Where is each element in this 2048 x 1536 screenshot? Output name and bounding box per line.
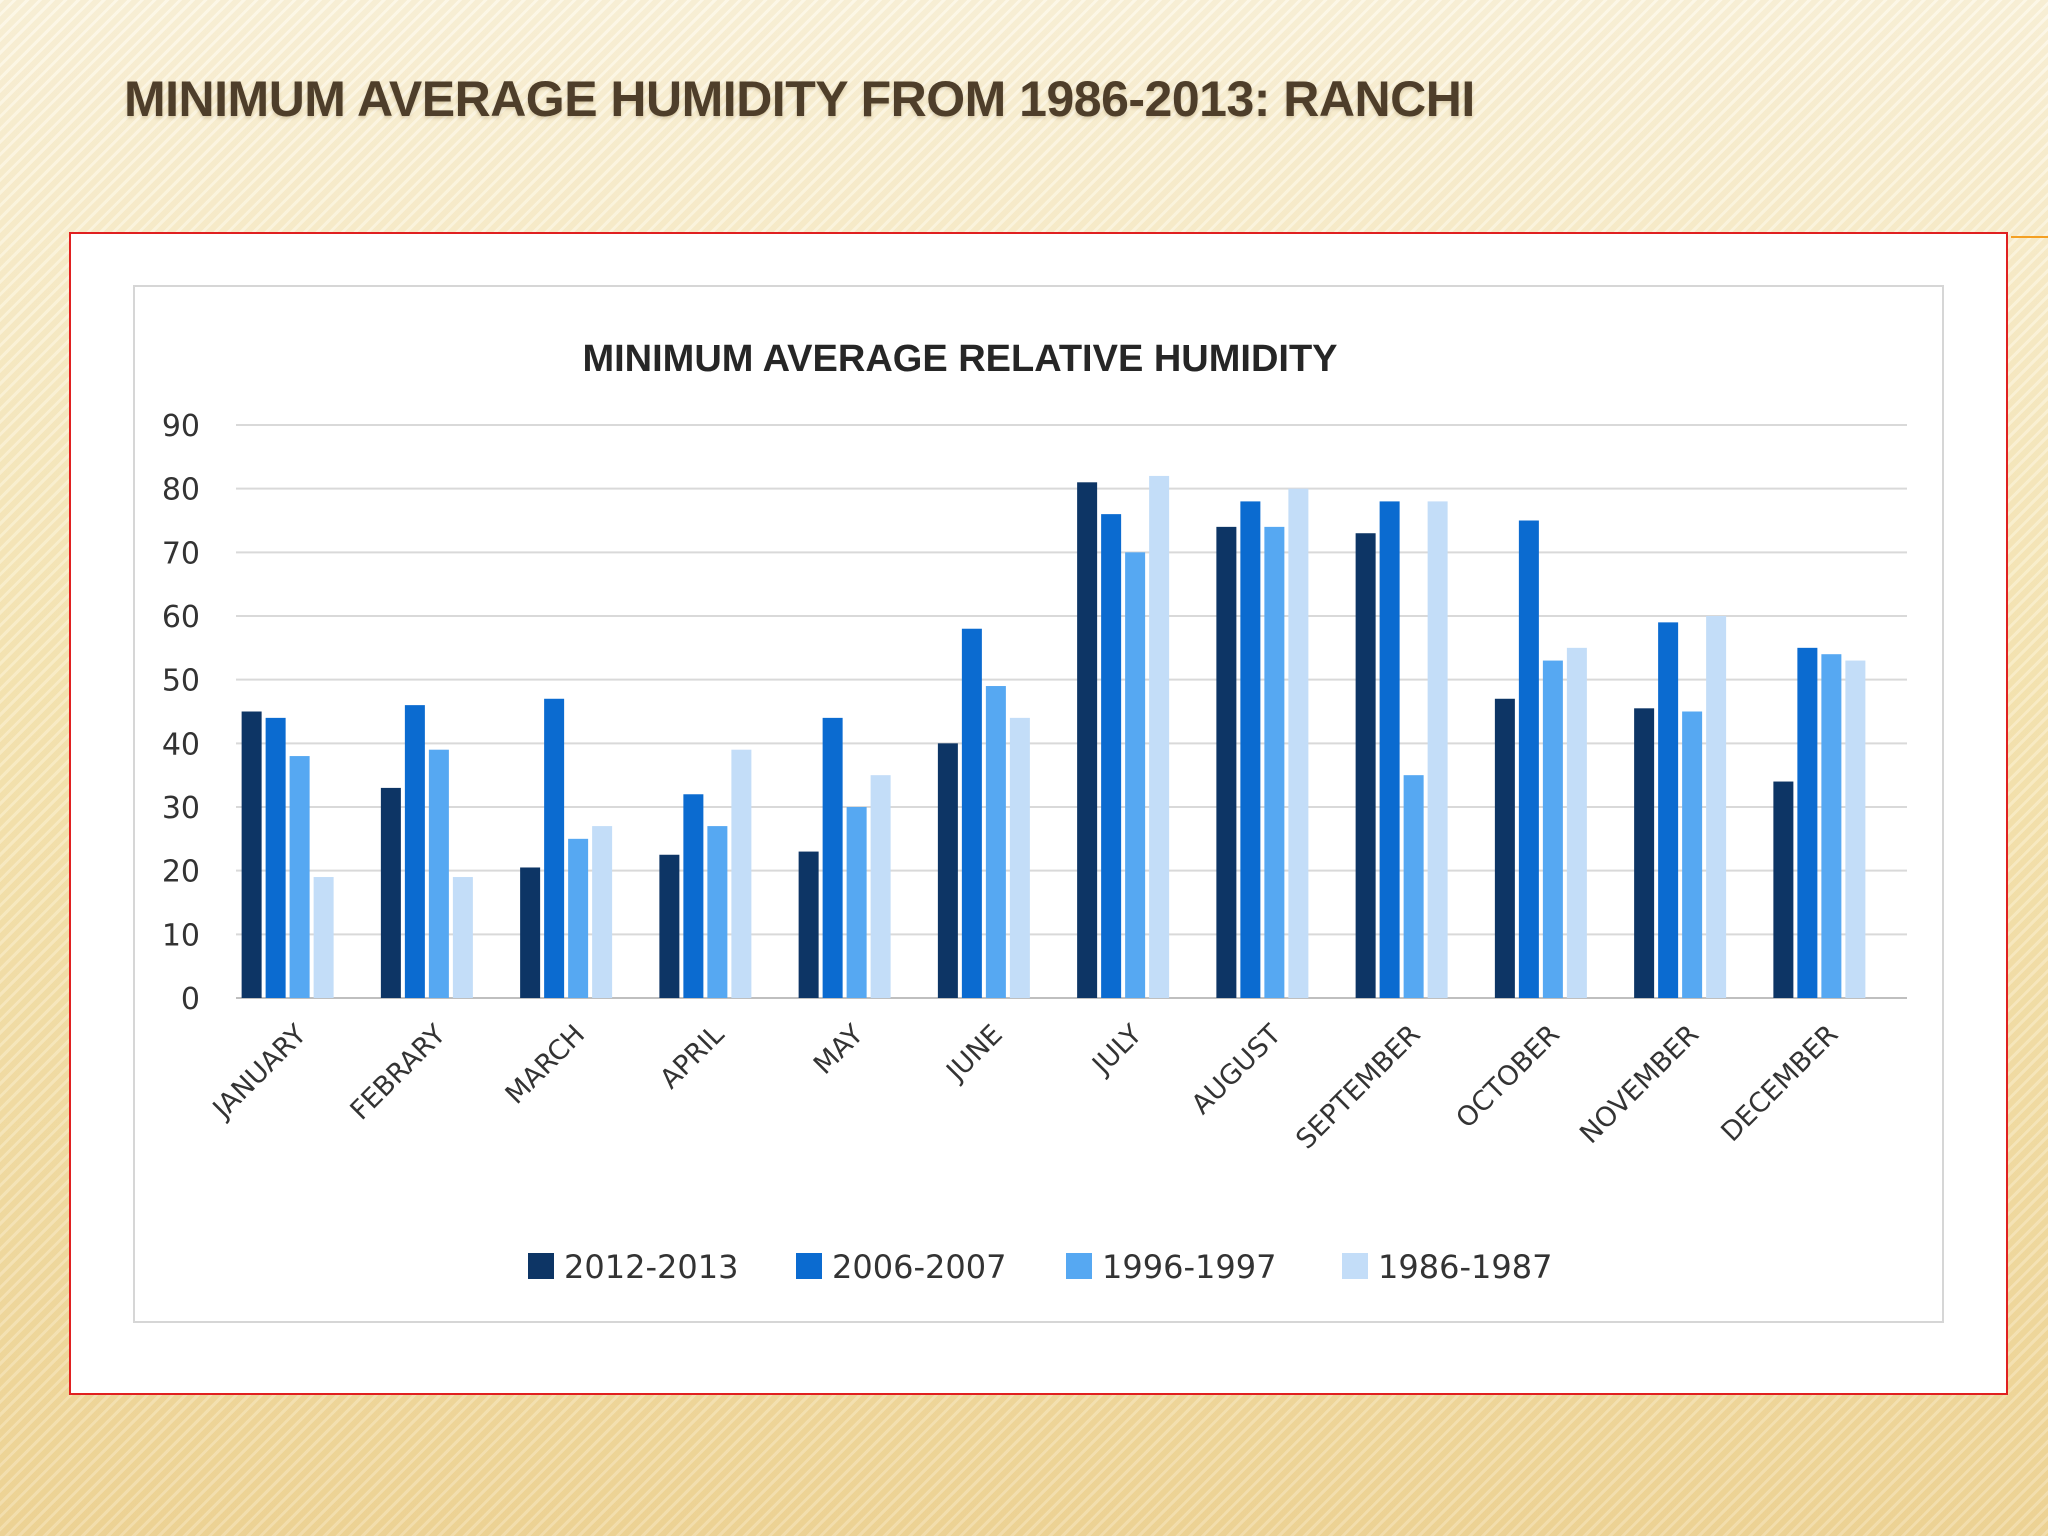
x-category-label: NOVEMBER [1574, 1019, 1705, 1150]
legend-label: 1996-1997 [1102, 1248, 1276, 1286]
bar [1427, 501, 1448, 998]
x-category-label: MAY [808, 1019, 870, 1081]
bar [659, 854, 680, 998]
bar [289, 756, 310, 998]
bar [937, 743, 958, 998]
bar [985, 686, 1006, 998]
bar [1542, 660, 1563, 998]
y-tick-label: 20 [162, 855, 200, 890]
bar [1658, 622, 1679, 998]
bar [380, 787, 401, 998]
legend-label: 2006-2007 [832, 1248, 1006, 1286]
bar [1216, 526, 1237, 998]
bar [798, 851, 819, 998]
bar [520, 867, 541, 998]
legend: 2012-2013 2006-2007 1996-1997 1986-1987 [528, 1248, 1552, 1286]
bar [568, 838, 589, 998]
x-category-label: DECEMBER [1715, 1019, 1844, 1148]
legend-label: 1986-1987 [1378, 1248, 1552, 1286]
bar [1494, 698, 1515, 998]
chart-title: MINIMUM AVERAGE RELATIVE HUMIDITY [582, 338, 1337, 380]
bar [1264, 526, 1285, 998]
x-category-label: JUNE [940, 1019, 1009, 1088]
y-tick-label: 50 [162, 664, 200, 699]
legend-label: 2012-2013 [564, 1248, 738, 1286]
bar [592, 826, 613, 998]
bar [870, 775, 891, 998]
bar [1009, 717, 1030, 998]
bar [404, 705, 425, 998]
y-tick-label: 10 [162, 918, 200, 953]
x-category-label: AUGUST [1186, 1019, 1288, 1121]
x-category-label: MARCH [500, 1019, 591, 1110]
y-tick-label: 0 [181, 982, 200, 1017]
y-tick-label: 90 [162, 409, 200, 444]
bar [241, 711, 262, 998]
bar [1634, 708, 1655, 998]
x-category-label: JULY [1085, 1019, 1148, 1082]
x-category-label: JANUARY [206, 1019, 313, 1126]
accent-line [2011, 236, 2048, 238]
bar [822, 717, 843, 998]
bar [961, 628, 982, 998]
bar [1240, 501, 1261, 998]
legend-swatch [1066, 1253, 1092, 1279]
bar [1288, 488, 1309, 998]
y-tick-label: 80 [162, 473, 200, 508]
bar [428, 749, 449, 998]
bar [1355, 533, 1376, 998]
bar [683, 794, 704, 998]
y-tick-label: 60 [162, 600, 200, 635]
bar [846, 807, 867, 998]
bar [1077, 482, 1098, 998]
bar [1773, 781, 1794, 998]
y-tick-label: 30 [162, 791, 200, 826]
bar [1403, 775, 1424, 998]
bar [1682, 711, 1703, 998]
bars [241, 475, 1866, 998]
bar [265, 717, 286, 998]
legend-swatch [796, 1253, 822, 1279]
bar [1518, 520, 1539, 998]
bar [731, 749, 752, 998]
bar [1797, 647, 1818, 998]
x-axis-labels: JANUARY FEBRARY MARCH APRIL MAY JUNE JULY AUGUS… [206, 1019, 1844, 1156]
bar [1821, 654, 1842, 998]
bar [452, 877, 473, 998]
slide-title: MINIMUM AVERAGE HUMIDITY FROM 1986-2013:… [124, 71, 1475, 127]
bar [544, 698, 565, 998]
x-category-label: APRIL [654, 1019, 730, 1095]
bar [1101, 514, 1122, 998]
bar [707, 826, 728, 998]
bar [1845, 660, 1866, 998]
bar [1125, 552, 1146, 998]
x-category-label: FEBRARY [344, 1019, 452, 1127]
y-axis-ticks: 0 10 20 30 40 50 60 70 80 90 [162, 409, 200, 1017]
gridlines [236, 424, 1907, 999]
x-category-label: SEPTEMBER [1290, 1019, 1426, 1155]
bar [1706, 616, 1727, 998]
bar [1566, 647, 1587, 998]
x-category-label: OCTOBER [1450, 1019, 1565, 1134]
bar [1149, 475, 1170, 998]
y-tick-label: 40 [162, 727, 200, 762]
legend-swatch [528, 1253, 554, 1279]
bar [313, 877, 334, 998]
y-tick-label: 70 [162, 536, 200, 571]
bar [1379, 501, 1400, 998]
legend-swatch [1342, 1253, 1368, 1279]
